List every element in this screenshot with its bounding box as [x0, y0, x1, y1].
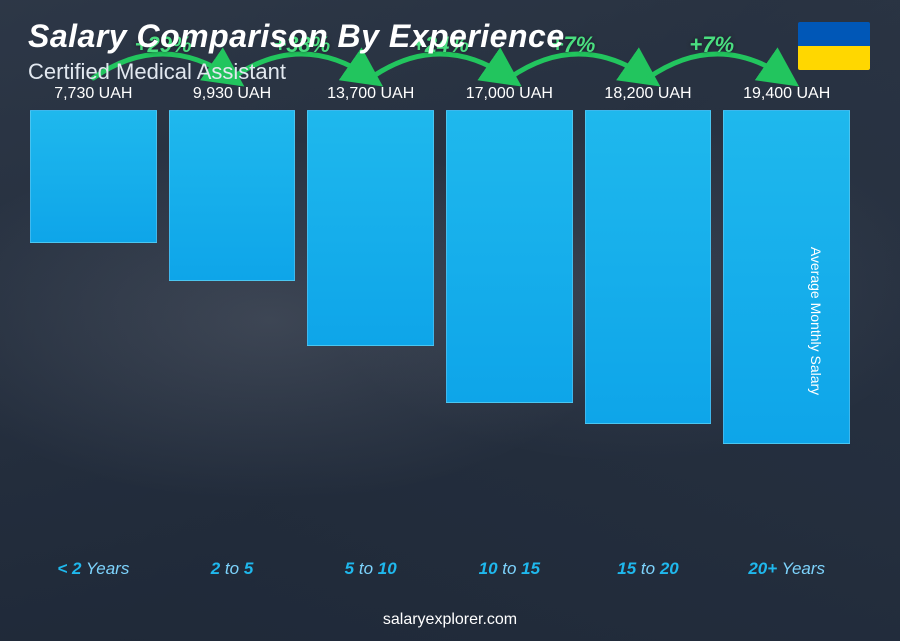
- chart-subtitle: Certified Medical Assistant: [28, 59, 565, 85]
- bar: 18,200 UAH: [585, 110, 712, 424]
- bar-category-label: 10 to 15: [479, 559, 540, 579]
- bar: 13,700 UAH: [307, 110, 434, 346]
- flag-top-stripe: [798, 22, 870, 46]
- bar-group: 7,730 UAH< 2 Years: [30, 110, 157, 551]
- footer-attribution: salaryexplorer.com: [383, 611, 517, 629]
- bar-value-label: 19,400 UAH: [743, 85, 830, 103]
- bar: 7,730 UAH: [30, 110, 157, 243]
- y-axis-label: Average Monthly Salary: [808, 246, 824, 394]
- bar-category-label: 20+ Years: [748, 559, 825, 579]
- bar-category-label: < 2 Years: [57, 559, 129, 579]
- bar-value-label: 7,730 UAH: [54, 85, 132, 103]
- bar-group: 18,200 UAH15 to 20: [585, 110, 712, 551]
- bar-group: 17,000 UAH10 to 15: [446, 110, 573, 551]
- bar: 19,400 UAH: [723, 110, 850, 444]
- bar-value-label: 13,700 UAH: [327, 85, 414, 103]
- bar-group: 19,400 UAH20+ Years: [723, 110, 850, 551]
- bar-category-label: 5 to 10: [345, 559, 397, 579]
- bar-category-label: 15 to 20: [617, 559, 678, 579]
- header: Salary Comparison By Experience Certifie…: [28, 18, 565, 85]
- bar-group: 9,930 UAH2 to 5: [169, 110, 296, 551]
- bar-value-label: 9,930 UAH: [193, 85, 271, 103]
- chart-title: Salary Comparison By Experience: [28, 18, 565, 55]
- bar-value-label: 18,200 UAH: [604, 85, 691, 103]
- ukraine-flag-icon: [798, 22, 870, 70]
- growth-pct-label: +7%: [689, 32, 734, 58]
- bar: 9,930 UAH: [169, 110, 296, 281]
- chart-area: 7,730 UAH< 2 Years9,930 UAH2 to 513,700 …: [30, 110, 850, 581]
- bars-container: 7,730 UAH< 2 Years9,930 UAH2 to 513,700 …: [30, 110, 850, 551]
- flag-bottom-stripe: [798, 46, 870, 70]
- bar-category-label: 2 to 5: [211, 559, 254, 579]
- bar-value-label: 17,000 UAH: [466, 85, 553, 103]
- bar-group: 13,700 UAH5 to 10: [307, 110, 434, 551]
- bar: 17,000 UAH: [446, 110, 573, 403]
